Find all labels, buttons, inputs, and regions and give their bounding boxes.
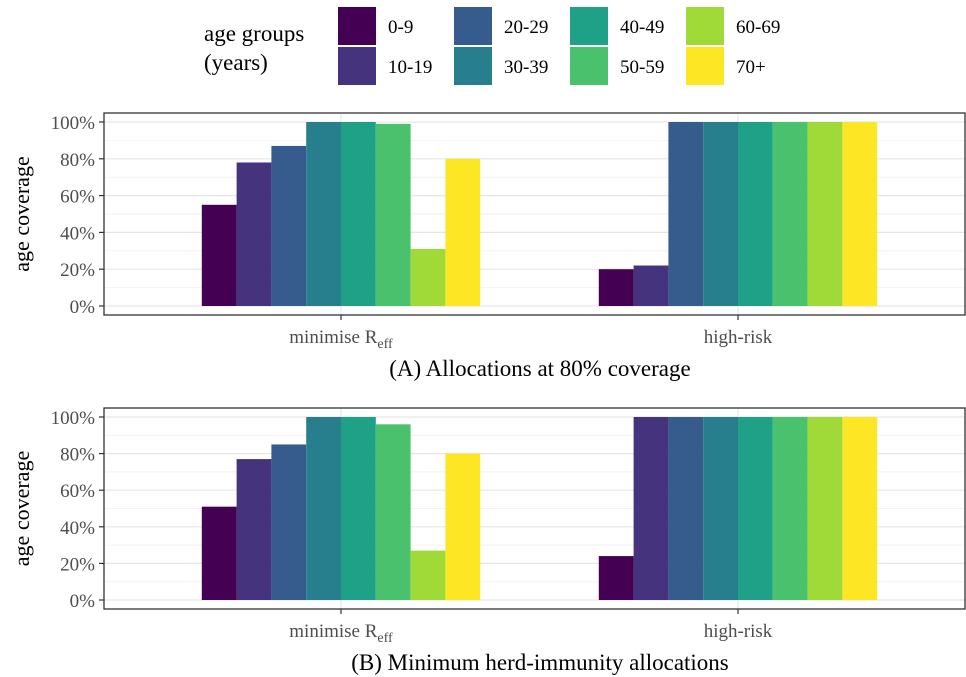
bar-b-minimise-50-59	[375, 424, 411, 600]
x-tick-label-minimise-reff: minimise Reff	[289, 327, 393, 352]
bar-a-minimise-60-69	[410, 248, 446, 306]
bar-a-high-risk-70+	[842, 122, 878, 306]
legend-label-50-59: 50-59	[620, 57, 664, 78]
bar-a-minimise-0-9	[201, 204, 237, 306]
x-tick-label-high-risk: high-risk	[704, 327, 773, 348]
panel-border	[103, 112, 966, 316]
y-axis-title: age coverage	[9, 156, 34, 271]
bar-a-minimise-70+	[445, 158, 481, 306]
y-tick-label: 20%	[60, 554, 95, 575]
legend-label-60-69: 60-69	[736, 17, 780, 38]
bar-b-high-risk-40-49	[738, 417, 773, 600]
x-tick-label-minimise-reff: minimise Reff	[289, 621, 393, 646]
bar-a-high-risk-60-69	[807, 122, 843, 306]
legend-swatch-70+	[686, 47, 724, 85]
y-tick-label: 60%	[60, 187, 95, 208]
bar-a-minimise-20-29	[271, 145, 307, 306]
legend-label-0-9: 0-9	[388, 17, 413, 38]
legend-title-line2: (years)	[204, 50, 268, 75]
legend: age groups (years) 0-9 10-19 20-29 30-39 40-…	[204, 7, 780, 85]
bar-b-minimise-30-39	[306, 417, 341, 600]
caption-a: (A) Allocations at 80% coverage	[389, 356, 690, 381]
bar-b-minimise-60-69	[410, 550, 446, 600]
bar-a-minimise-10-19	[236, 162, 272, 306]
bar-b-minimise-0-9	[201, 506, 237, 600]
bar-a-high-risk-10-19	[633, 265, 669, 306]
x-tick-label-high-risk: high-risk	[704, 621, 773, 642]
y-tick-label: 80%	[60, 150, 95, 171]
legend-title-line1: age groups	[204, 21, 304, 46]
legend-swatch-20-29	[454, 7, 492, 45]
bar-b-high-risk-50-59	[772, 417, 808, 600]
bar-b-high-risk-60-69	[807, 417, 843, 600]
bar-b-minimise-10-19	[236, 459, 272, 600]
bar-a-high-risk-50-59	[772, 122, 808, 306]
y-tick-label: 20%	[60, 260, 95, 281]
bar-a-high-risk-30-39	[703, 122, 738, 306]
bar-a-high-risk-20-29	[668, 122, 704, 306]
bar-a-high-risk-0-9	[598, 269, 634, 306]
legend-label-20-29: 20-29	[504, 17, 548, 38]
legend-swatch-0-9	[338, 7, 376, 45]
y-tick-label: 100%	[51, 408, 96, 429]
bar-b-minimise-70+	[445, 453, 481, 600]
legend-swatch-30-39	[454, 47, 492, 85]
bar-b-high-risk-10-19	[633, 417, 669, 600]
chart-panel-b: (B) Minimum herd-immunity allocations 0%…	[9, 407, 966, 675]
y-tick-label: 40%	[60, 518, 95, 539]
chart-panel-a: (A) Allocations at 80% coverage 0% 20% 40%…	[9, 112, 966, 381]
y-tick-label: 0%	[70, 297, 96, 318]
y-tick-label: 40%	[60, 223, 95, 244]
bar-b-minimise-40-49	[341, 417, 376, 600]
bar-b-high-risk-0-9	[598, 556, 634, 600]
legend-swatch-40-49	[570, 7, 608, 45]
bar-b-high-risk-20-29	[668, 417, 704, 600]
legend-label-10-19: 10-19	[388, 57, 432, 78]
legend-label-40-49: 40-49	[620, 17, 664, 38]
bar-b-high-risk-70+	[842, 417, 878, 600]
legend-label-30-39: 30-39	[504, 57, 548, 78]
legend-swatch-10-19	[338, 47, 376, 85]
legend-swatch-60-69	[686, 7, 724, 45]
bar-a-high-risk-40-49	[738, 122, 773, 306]
y-tick-label: 80%	[60, 445, 95, 466]
legend-label-70+: 70+	[736, 57, 766, 78]
legend-swatch-50-59	[570, 47, 608, 85]
y-tick-label: 100%	[51, 113, 96, 134]
y-axis-title: age coverage	[9, 451, 34, 566]
bar-b-minimise-20-29	[271, 444, 307, 600]
bar-a-minimise-40-49	[341, 122, 376, 306]
bar-b-high-risk-30-39	[703, 417, 738, 600]
caption-b: (B) Minimum herd-immunity allocations	[351, 650, 729, 675]
bar-a-minimise-50-59	[375, 123, 411, 306]
panel-border	[103, 407, 966, 610]
y-tick-label: 60%	[60, 481, 95, 502]
bar-a-minimise-30-39	[306, 122, 341, 306]
y-tick-label: 0%	[70, 591, 96, 612]
